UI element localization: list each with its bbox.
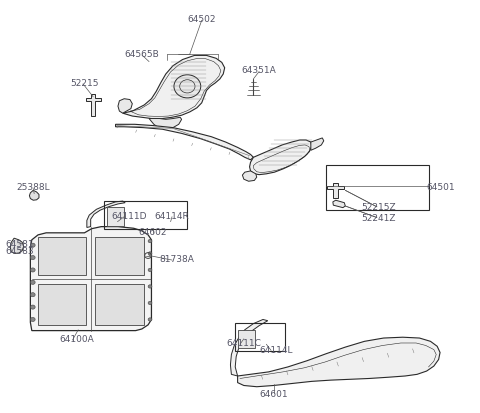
Circle shape xyxy=(148,268,152,272)
Polygon shape xyxy=(116,125,253,160)
Bar xyxy=(38,284,86,325)
Polygon shape xyxy=(10,239,24,254)
Text: 64111C: 64111C xyxy=(227,339,261,348)
Bar xyxy=(96,238,144,275)
Text: 52241Z: 52241Z xyxy=(361,214,396,223)
Circle shape xyxy=(30,293,35,297)
Text: 64581: 64581 xyxy=(6,239,34,248)
Circle shape xyxy=(148,285,152,288)
Bar xyxy=(38,238,86,275)
Polygon shape xyxy=(123,56,225,119)
Text: 64100A: 64100A xyxy=(59,335,94,344)
Polygon shape xyxy=(86,95,101,117)
Text: 25388L: 25388L xyxy=(16,182,50,191)
Polygon shape xyxy=(118,100,132,114)
Polygon shape xyxy=(230,320,268,376)
Text: 64351A: 64351A xyxy=(242,66,276,75)
Polygon shape xyxy=(149,118,181,129)
Circle shape xyxy=(30,256,35,260)
Ellipse shape xyxy=(48,306,76,321)
Bar xyxy=(326,165,429,211)
Circle shape xyxy=(30,318,35,322)
Bar xyxy=(107,208,124,226)
Text: 64565B: 64565B xyxy=(124,50,159,59)
Circle shape xyxy=(148,318,152,321)
Text: 64502: 64502 xyxy=(188,15,216,24)
Bar xyxy=(104,201,187,229)
Bar xyxy=(235,323,286,351)
Circle shape xyxy=(30,280,35,285)
Polygon shape xyxy=(30,227,152,331)
Text: 64583: 64583 xyxy=(6,247,34,256)
Circle shape xyxy=(174,76,201,99)
Text: 52215: 52215 xyxy=(70,78,99,88)
Circle shape xyxy=(148,252,152,256)
Polygon shape xyxy=(250,141,312,175)
Polygon shape xyxy=(238,337,440,387)
Text: 64114L: 64114L xyxy=(259,345,293,354)
Text: 64501: 64501 xyxy=(427,182,456,191)
Circle shape xyxy=(148,240,152,243)
Ellipse shape xyxy=(105,306,134,321)
Text: 64111D: 64111D xyxy=(111,211,147,220)
Text: 64114R: 64114R xyxy=(155,211,190,220)
Polygon shape xyxy=(311,139,324,151)
Polygon shape xyxy=(242,171,257,182)
Polygon shape xyxy=(29,191,39,201)
Circle shape xyxy=(30,244,35,248)
Text: 64601: 64601 xyxy=(259,389,288,398)
Text: 64602: 64602 xyxy=(139,228,167,237)
Polygon shape xyxy=(327,183,344,198)
Polygon shape xyxy=(333,201,345,208)
Bar xyxy=(96,284,144,325)
Text: 52215Z: 52215Z xyxy=(361,203,396,212)
Polygon shape xyxy=(87,202,125,228)
Bar xyxy=(238,330,255,349)
Circle shape xyxy=(30,268,35,272)
Circle shape xyxy=(148,301,152,305)
Circle shape xyxy=(30,305,35,309)
Text: 81738A: 81738A xyxy=(159,255,194,263)
